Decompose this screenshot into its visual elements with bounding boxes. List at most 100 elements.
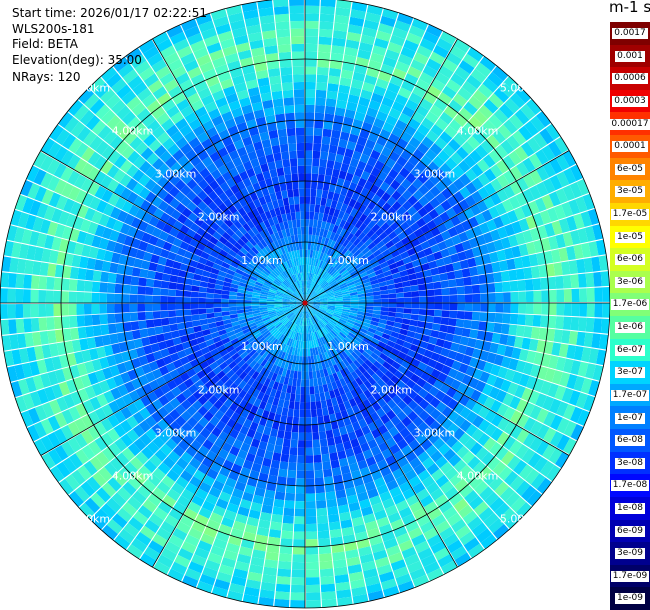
data-gate xyxy=(58,111,74,129)
data-gate xyxy=(500,379,512,393)
data-gate xyxy=(364,250,373,258)
data-gate xyxy=(244,308,253,313)
data-gate xyxy=(275,191,283,200)
data-gate xyxy=(157,554,174,568)
data-gate xyxy=(464,311,473,320)
data-gate xyxy=(255,223,263,233)
data-gate xyxy=(339,267,347,275)
data-gate xyxy=(292,378,297,387)
data-gate xyxy=(83,303,92,315)
data-gate xyxy=(75,189,88,204)
data-gate xyxy=(225,345,235,353)
data-gate xyxy=(203,526,218,538)
data-gate xyxy=(280,415,288,424)
data-gate xyxy=(310,196,316,205)
data-gate xyxy=(139,199,152,212)
data-gate xyxy=(332,338,339,347)
data-gate xyxy=(464,303,473,312)
data-gate xyxy=(586,303,595,318)
data-gate xyxy=(410,166,422,178)
data-gate xyxy=(208,211,219,222)
data-gate xyxy=(461,80,477,95)
data-gate xyxy=(21,229,33,245)
data-gate xyxy=(267,306,275,309)
data-gate xyxy=(286,477,296,486)
data-gate xyxy=(105,94,121,109)
data-gate xyxy=(366,405,376,415)
data-gate xyxy=(427,432,440,445)
data-gate xyxy=(173,38,190,52)
data-gate xyxy=(259,249,267,258)
data-gate xyxy=(191,520,206,533)
data-gate xyxy=(408,439,421,451)
data-gate xyxy=(411,18,428,31)
data-gate xyxy=(496,403,509,417)
data-gate xyxy=(221,442,233,453)
data-gate xyxy=(350,207,358,217)
data-gate xyxy=(289,5,304,14)
data-gate xyxy=(325,333,332,342)
data-gate xyxy=(120,433,134,447)
data-gate xyxy=(256,448,266,458)
data-gate xyxy=(595,239,607,256)
data-gate xyxy=(577,228,589,244)
data-gate xyxy=(25,214,37,230)
data-gate xyxy=(442,144,456,157)
data-gate xyxy=(200,251,210,260)
data-gate xyxy=(198,416,209,428)
data-gate xyxy=(255,172,265,182)
data-gate xyxy=(346,223,355,233)
data-gate xyxy=(185,482,199,495)
data-gate xyxy=(300,272,303,281)
data-gate xyxy=(362,82,375,93)
data-gate xyxy=(180,18,198,32)
data-gate xyxy=(276,332,283,340)
data-gate xyxy=(325,289,333,294)
data-gate xyxy=(252,289,261,294)
data-gate xyxy=(139,160,152,174)
data-gate xyxy=(234,114,246,125)
data-gate xyxy=(440,230,451,241)
data-gate xyxy=(338,170,347,180)
data-gate xyxy=(315,275,321,284)
data-gate xyxy=(158,431,171,444)
data-gate xyxy=(252,494,264,505)
data-gate xyxy=(90,514,106,530)
data-gate xyxy=(475,62,492,78)
data-gate xyxy=(350,579,366,589)
data-gate xyxy=(88,440,102,456)
data-gate xyxy=(562,232,574,247)
colorbar-segment: 3e-06 xyxy=(610,270,650,294)
data-gate xyxy=(305,531,318,540)
data-gate xyxy=(122,502,138,517)
data-gate xyxy=(223,281,232,288)
data-gate xyxy=(324,313,333,319)
data-gate xyxy=(440,31,457,45)
data-gate xyxy=(152,350,163,361)
data-gate xyxy=(390,221,400,231)
data-gate xyxy=(212,336,222,344)
data-gate xyxy=(317,59,330,68)
data-gate xyxy=(364,575,380,587)
data-gate xyxy=(289,285,296,292)
data-gate xyxy=(521,448,536,464)
data-gate xyxy=(259,300,267,303)
data-gate xyxy=(310,242,315,251)
data-gate xyxy=(326,350,333,359)
data-gate xyxy=(352,275,361,282)
data-gate xyxy=(242,354,252,363)
data-gate xyxy=(347,94,360,104)
data-gate xyxy=(231,233,241,242)
data-gate xyxy=(75,449,90,465)
data-gate xyxy=(240,538,255,550)
data-gate xyxy=(237,359,246,368)
data-gate xyxy=(366,367,376,377)
data-gate xyxy=(364,238,373,247)
data-gate xyxy=(285,492,295,501)
data-gate xyxy=(185,327,195,335)
data-gate xyxy=(528,153,543,169)
data-gate xyxy=(482,383,494,396)
data-gate xyxy=(327,382,334,392)
data-gate xyxy=(471,428,484,442)
data-gate xyxy=(556,303,565,316)
